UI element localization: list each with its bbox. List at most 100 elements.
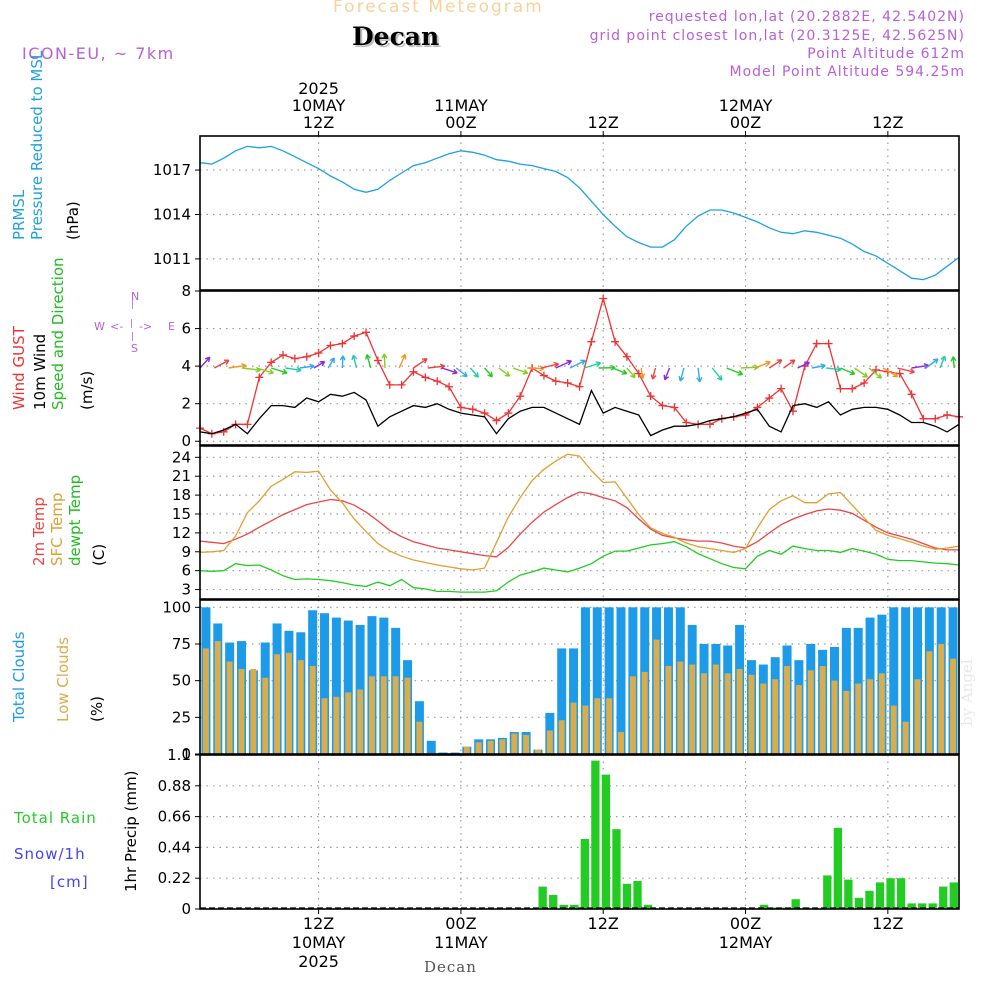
location-name: Decan	[352, 22, 440, 51]
wind-direction-arrow	[199, 356, 211, 369]
gust-marker	[860, 379, 869, 388]
total-cloud-bar	[901, 607, 911, 754]
rain-bar	[759, 904, 769, 909]
low-cloud-bar	[831, 680, 838, 754]
wind-direction-arrow	[413, 358, 428, 369]
low-cloud-bar	[368, 676, 375, 754]
precip-ytick-label: 1.1	[167, 746, 191, 764]
low-cloud-bar	[357, 689, 364, 754]
low-cloud-bar	[511, 733, 518, 754]
bottom-time-label: 12Z	[303, 914, 334, 933]
wind-direction-arrow	[650, 367, 657, 380]
low-cloud-bar	[795, 685, 802, 754]
temperature-ytick-label: 12	[172, 524, 191, 542]
bottom-time-label: 10MAY	[292, 933, 346, 952]
clouds-ytick-label: 25	[172, 708, 191, 726]
precip-ytick-label: 0.44	[158, 838, 191, 856]
compass-center: |	[130, 319, 134, 329]
temperature-ytick-label: 21	[172, 467, 191, 485]
wind-direction-arrow	[663, 367, 671, 381]
wind-direction-arrow	[365, 354, 372, 369]
pressure-ytick-label: 1011	[153, 250, 191, 268]
low-cloud-bar	[274, 654, 281, 754]
wind-ytick-label: 0	[181, 432, 191, 450]
gust-marker	[871, 365, 880, 374]
wind-direction-arrow	[484, 367, 493, 378]
top-time-label: 00Z	[730, 113, 761, 132]
precip-frame	[199, 754, 960, 910]
bottom-time-label: 12Z	[872, 914, 903, 933]
rain-bar	[939, 886, 948, 909]
rain-bar	[875, 882, 885, 909]
wind-direction-arrow	[285, 366, 302, 373]
wind-direction-arrow	[696, 367, 703, 383]
wind-direction-arrow	[598, 364, 616, 371]
temperature-ytick-label: 24	[172, 448, 191, 466]
low-cloud-bar	[618, 732, 624, 754]
low-cloud-bar	[558, 720, 565, 754]
clouds-panel	[195, 599, 960, 755]
clouds-ytick-label: 100	[162, 598, 191, 616]
total-cloud-bar	[580, 607, 590, 754]
low-cloud-bar	[902, 721, 909, 754]
wind-direction-arrow	[939, 355, 947, 369]
rain-bar	[612, 829, 621, 909]
pressure-ytick-label: 1014	[153, 205, 191, 223]
wind-panel	[195, 290, 963, 446]
wind-direction-arrow	[783, 359, 796, 369]
wind-direction-arrow	[381, 353, 388, 369]
wind-ytick-label: 6	[181, 320, 191, 338]
precip-panel	[195, 754, 960, 910]
wind-direction-arrow	[469, 367, 479, 378]
wind-direction-arrow	[826, 366, 842, 373]
compass-n-arrow: |	[131, 300, 135, 310]
low-cloud-bar	[297, 660, 304, 754]
wind-direction-arrow	[455, 367, 468, 378]
pressure-series-prmsl	[199, 145, 960, 281]
gust-marker	[279, 350, 288, 359]
wind-direction-arrow	[797, 361, 810, 369]
rain-bar	[538, 886, 547, 909]
gust-marker	[243, 420, 252, 429]
wind-compass: N | W <- | -> E | S	[92, 290, 184, 358]
total-cloud-bar	[616, 607, 626, 754]
wind-direction-arrow	[398, 353, 407, 369]
gust-marker	[563, 379, 572, 388]
gust-marker	[705, 420, 714, 429]
low-cloud-bar	[546, 730, 553, 754]
wind-direction-arrow	[583, 361, 602, 369]
gust-marker	[741, 410, 750, 419]
temperature-panel	[195, 445, 960, 600]
low-cloud-bar	[202, 648, 209, 754]
gust-marker	[658, 401, 667, 410]
bottom-time-label: 11MAY	[434, 933, 488, 952]
pressure-frame	[199, 135, 960, 291]
gust-marker	[670, 403, 679, 412]
low-cloud-bar	[570, 702, 577, 754]
wind-direction-arrow	[840, 367, 856, 376]
wind-direction-arrow	[270, 367, 288, 375]
low-cloud-bar	[392, 676, 399, 754]
temperature-series-sfc-temp	[199, 453, 960, 571]
gust-marker	[824, 339, 833, 348]
gust-marker	[492, 416, 501, 425]
pressure-ytick-label: 1017	[153, 161, 191, 179]
rain-bar	[570, 904, 579, 909]
wind-direction-arrow	[512, 367, 529, 375]
wind-direction-arrow	[213, 359, 230, 369]
low-cloud-bar	[416, 721, 423, 754]
gust-marker	[255, 373, 264, 382]
wind-direction-arrow	[541, 361, 559, 369]
gust-marker	[587, 337, 596, 346]
bottom-time-label: 2025	[298, 952, 339, 971]
gust-marker	[907, 390, 916, 399]
gust-marker	[611, 337, 620, 346]
gust-marker	[456, 403, 465, 412]
temperature-ytick-label: 15	[172, 505, 191, 523]
low-cloud-bar	[890, 705, 897, 754]
wind-ytick-label: 8	[181, 282, 191, 300]
top-time-label: 12MAY	[719, 96, 773, 115]
model-altitude: Model Point Altitude 594.25m	[729, 64, 965, 80]
total-cloud-bar	[343, 620, 353, 754]
low-cloud-bar	[855, 683, 862, 754]
